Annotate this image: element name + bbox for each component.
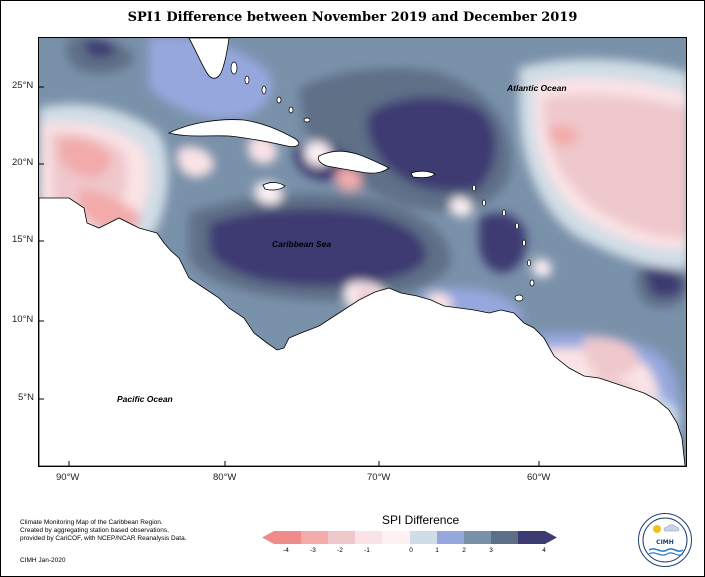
legend-tick: -3 (310, 547, 316, 554)
legend-tick: 3 (489, 547, 493, 554)
legend-tick: -1 (364, 547, 370, 554)
legend-tick: 4 (542, 547, 546, 554)
legend-colorbar (262, 531, 557, 544)
y-tick-label: 20°N (12, 157, 34, 168)
cimh-emblem-icon: CIMH (642, 517, 688, 563)
legend-tick: -2 (337, 547, 343, 554)
credit-line: Created by aggregating station based obs… (20, 527, 169, 534)
credit-footer: CIMH Jan-2020 (20, 557, 66, 564)
legend-title: SPI Difference (382, 513, 460, 527)
logo-text: CIMH (656, 539, 674, 546)
cimh-logo-icon: CIMH (638, 513, 692, 567)
x-tick-label: 80°W (213, 472, 237, 483)
x-tick-label: 60°W (527, 472, 551, 483)
legend-tick: -4 (283, 547, 289, 554)
spi-field (39, 38, 686, 466)
y-tick-label: 5°N (18, 392, 34, 403)
legend-tick: 2 (462, 547, 466, 554)
x-tick-label: 90°W (56, 472, 80, 483)
x-tick-label: 70°W (367, 472, 391, 483)
legend-tick: 0 (409, 547, 413, 554)
atlantic-ocean-label: Atlantic Ocean (507, 83, 567, 93)
pacific-ocean-label: Pacific Ocean (117, 394, 173, 404)
credit-line: Climate Monitoring Map of the Caribbean … (20, 519, 163, 526)
y-tick-label: 15°N (12, 234, 34, 245)
y-tick-label: 10°N (12, 314, 34, 325)
y-tick-label: 25°N (12, 80, 34, 91)
credit-line: provided by CariCOF, with NCEP/NCAR Rean… (20, 535, 187, 542)
caribbean-sea-label: Caribbean Sea (272, 239, 332, 249)
map-title: SPI1 Difference between November 2019 an… (127, 10, 578, 25)
spi-map: Atlantic Ocean Caribbean Sea Pacific Oce… (38, 37, 687, 467)
legend-tick: 1 (435, 547, 439, 554)
